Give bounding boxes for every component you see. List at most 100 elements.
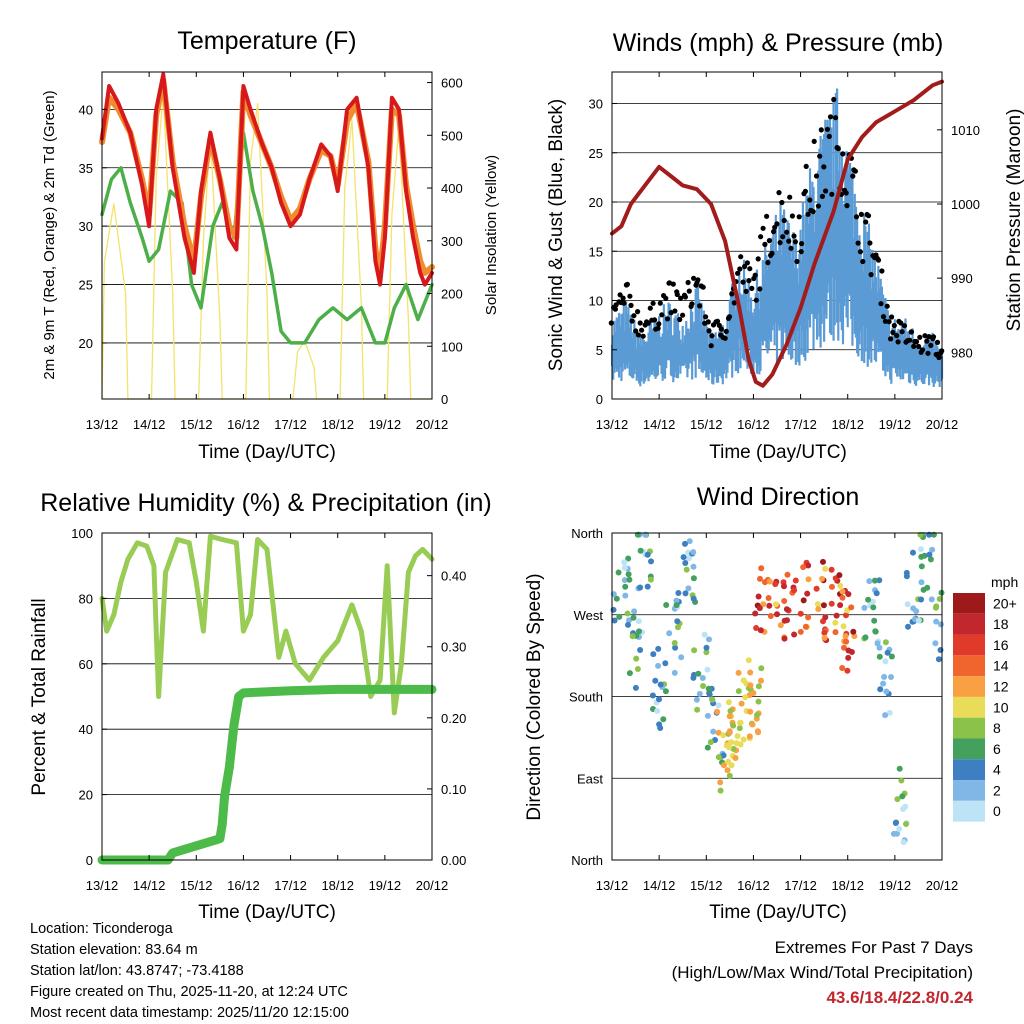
gust-point — [911, 343, 917, 349]
direction-point — [924, 584, 931, 591]
direction-point — [671, 640, 678, 646]
gust-point — [639, 327, 645, 333]
direction-point — [693, 696, 700, 703]
gust-point — [777, 240, 783, 246]
x-tick-label: 17/12 — [274, 417, 307, 432]
gust-point — [678, 295, 684, 301]
y-tick-label: 5 — [596, 343, 603, 358]
gust-point — [657, 300, 663, 306]
direction-point — [690, 674, 697, 681]
direction-point — [690, 595, 697, 602]
gust-point — [924, 338, 930, 344]
direction-point — [695, 670, 702, 677]
direction-point — [625, 571, 632, 578]
y-tick-label: 35 — [79, 161, 93, 176]
legend-label: 0 — [993, 803, 1001, 819]
direction-point — [728, 739, 735, 746]
gust-point — [703, 314, 709, 320]
gust-point — [788, 245, 794, 251]
direction-point — [781, 583, 787, 590]
direction-point — [797, 628, 804, 635]
direction-point — [632, 684, 639, 691]
gust-point — [855, 240, 861, 246]
direction-point — [720, 752, 727, 759]
direction-point — [613, 595, 620, 602]
direction-point — [715, 702, 722, 709]
direction-point — [815, 606, 822, 613]
gust-point — [672, 308, 678, 314]
direction-point — [758, 665, 765, 672]
gust-point — [922, 333, 928, 339]
direction-point — [755, 683, 762, 690]
gust-point — [742, 263, 748, 270]
direction-point — [696, 690, 703, 697]
direction-point — [845, 591, 852, 598]
direction-point — [655, 645, 662, 652]
gust-point — [633, 328, 639, 334]
gust-point — [695, 277, 701, 283]
direction-point — [736, 725, 743, 732]
direction-point — [703, 644, 710, 651]
direction-point — [637, 547, 644, 554]
temperature-ylabel: 2m & 9m T (Red, Orange) & 2m Td (Green) — [41, 90, 58, 379]
gust-point — [766, 238, 773, 244]
direction-point — [747, 682, 754, 689]
direction-point — [766, 578, 773, 585]
latlon-text: Station lat/lon: 43.8747; -73.4188 — [30, 963, 244, 979]
direction-point — [896, 765, 903, 772]
legend-label: 18 — [993, 616, 1009, 632]
temperature-panel: Temperature (F) 13/12 14/12 15/12 16/12 17/1… — [41, 27, 500, 463]
gust-point — [844, 203, 850, 209]
x-tick-label: 15/12 — [690, 417, 723, 432]
gust-point — [723, 328, 729, 334]
humidity-panel: Relative Humidity (%) & Precipitation (i… — [29, 489, 492, 923]
direction-point — [839, 665, 846, 671]
direction-point — [915, 617, 922, 624]
direction-point — [755, 729, 762, 736]
y-tick-label: 30 — [589, 97, 603, 112]
x-tick-label: 13/12 — [596, 417, 629, 432]
gust-point — [686, 288, 692, 294]
direction-point — [625, 555, 632, 562]
gust-point — [621, 300, 627, 306]
direction-point — [888, 653, 895, 660]
direction-point — [615, 569, 622, 576]
gust-point — [908, 329, 915, 335]
gust-point — [813, 173, 820, 179]
y2-tick-label: 500 — [441, 128, 463, 143]
direction-point — [735, 688, 742, 695]
gust-point — [824, 126, 831, 132]
direction-point — [631, 608, 638, 615]
gust-point — [826, 133, 832, 139]
humidity-x-ticks: 13/12 14/12 15/12 16/12 17/12 18/12 19/12 20/12 — [86, 533, 448, 893]
direction-point — [678, 654, 685, 661]
gust-point — [771, 229, 777, 235]
x-tick-label: 20/12 — [416, 417, 449, 432]
y2-tick-label: 400 — [441, 181, 463, 196]
x-tick-label: 17/12 — [784, 417, 817, 432]
gust-point — [629, 318, 635, 324]
y-tick-label: 25 — [589, 146, 603, 161]
gust-point — [635, 309, 641, 315]
gust-point — [682, 294, 689, 300]
direction-point — [861, 604, 868, 611]
direction-point — [745, 657, 752, 664]
gust-point — [789, 213, 796, 219]
humidity-frame — [101, 532, 433, 861]
direction-point — [622, 592, 629, 599]
station-info: Location: Ticonderoga Station elevation:… — [30, 919, 349, 1024]
gust-point — [652, 317, 658, 323]
winds-plot — [608, 79, 945, 400]
direction-point — [772, 601, 779, 608]
direction-point — [690, 563, 697, 570]
y-tick-label: North — [571, 526, 603, 541]
direction-point — [725, 699, 732, 706]
direction-point — [936, 596, 943, 602]
legend-label: 2 — [993, 782, 1001, 798]
direction-y-ticks: North East South West North — [569, 526, 603, 868]
direction-point — [644, 551, 651, 558]
direction-point — [837, 602, 844, 609]
x-tick-label: 18/12 — [831, 878, 864, 893]
gust-point — [631, 313, 637, 319]
direction-point — [644, 583, 651, 590]
